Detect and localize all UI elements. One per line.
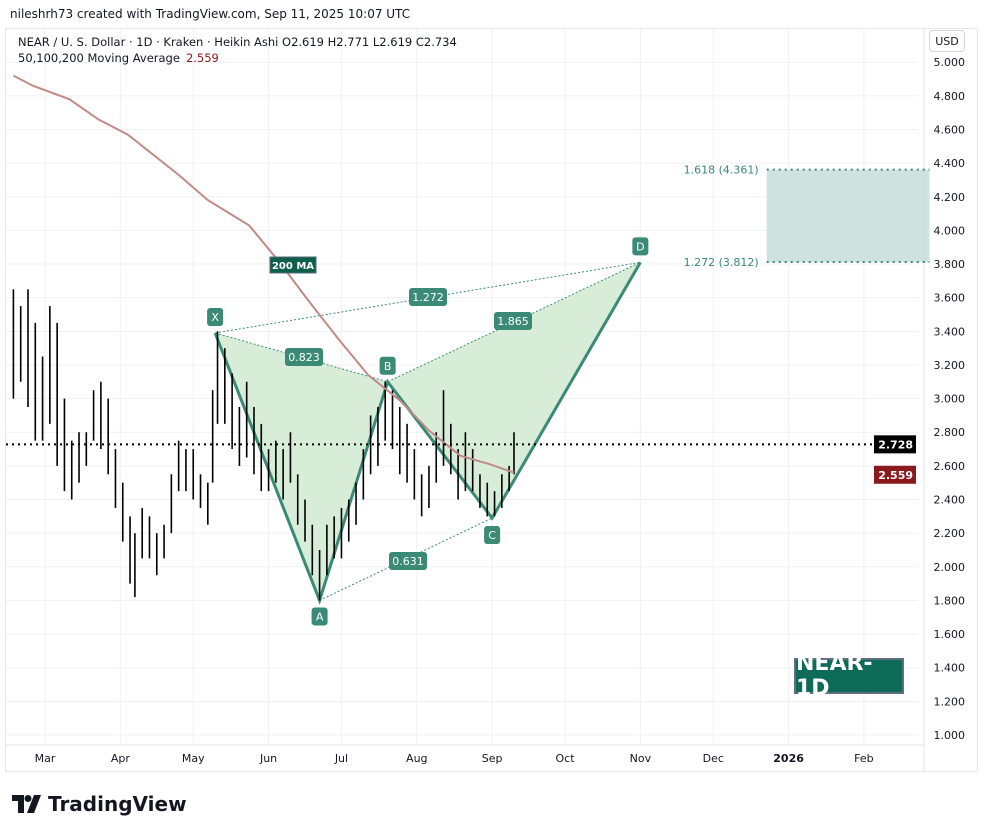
x-tick-label: Aug [406, 752, 427, 765]
x-tick-label: Dec [703, 752, 724, 765]
point-label-box [311, 607, 328, 626]
y-tick-label: 3.600 [934, 292, 966, 305]
ratio-label: 0.823 [288, 351, 320, 364]
y-tick-label: 5.000 [934, 56, 966, 69]
y-tick-label: 1.400 [934, 662, 966, 675]
x-tick-label: Feb [854, 752, 873, 765]
ma-legend[interactable]: 50,100,200 Moving Average 2.559 [18, 51, 219, 65]
point-label-box [484, 526, 501, 545]
chart-credit: nileshrh73 created with TradingView.com,… [10, 7, 411, 21]
ratio-label: 0.631 [392, 555, 424, 568]
x-tick-label: Oct [556, 752, 576, 765]
x-tick-label: Jul [334, 752, 348, 765]
point-label-D: D [636, 240, 644, 253]
y-tick-label: 2.400 [934, 494, 966, 507]
x-tick-label: Nov [630, 752, 652, 765]
point-label-box [207, 308, 224, 327]
x-tick-label: Jun [259, 752, 277, 765]
y-tick-label: 3.000 [934, 393, 966, 406]
y-tick-label: 3.800 [934, 258, 966, 271]
ma-legend-value: 2.559 [185, 51, 219, 65]
y-tick-label: 4.800 [934, 90, 966, 103]
ma-legend-label: 50,100,200 Moving Average [18, 51, 180, 65]
symbol-badge: NEAR-1D [794, 651, 904, 701]
point-label-box [379, 356, 396, 375]
y-tick-label: 3.400 [934, 325, 966, 338]
ratio-label-box [494, 312, 532, 330]
y-tick-label: 2.600 [934, 460, 966, 473]
y-tick-label: 1.600 [934, 628, 966, 641]
pattern-fill-xab [215, 333, 388, 601]
x-tick-label: May [182, 752, 205, 765]
tradingview-logo-text: TradingView [48, 792, 187, 816]
ma-price-badge [874, 465, 916, 484]
ma-annotation: 200 MA [272, 261, 314, 272]
target-zone [766, 169, 930, 263]
ma-annotation-box [269, 256, 317, 274]
tradingview-logo[interactable]: TradingView [12, 792, 187, 816]
last-price-label: 2.728 [878, 438, 913, 451]
y-tick-label: 2.000 [934, 561, 966, 574]
ratio-label-box [285, 348, 323, 366]
y-tick-label: 1.000 [934, 729, 966, 742]
target-level-label: 1.618 (4.361) [684, 164, 759, 177]
target-level-label: 1.272 (3.812) [684, 256, 759, 269]
currency-button[interactable]: USD [929, 30, 965, 52]
pattern-legs [213, 261, 642, 605]
y-tick-label: 2.200 [934, 527, 966, 540]
y-tick-label: 4.400 [934, 157, 966, 170]
y-tick-label: 2.800 [934, 426, 966, 439]
y-tick-label: 1.800 [934, 594, 966, 607]
point-label-C: C [488, 529, 496, 542]
y-tick-label: 4.000 [934, 224, 966, 237]
point-label-A: A [316, 610, 324, 623]
y-tick-label: 1.200 [934, 695, 966, 708]
x-tick-label: Sep [482, 752, 503, 765]
point-label-B: B [384, 360, 392, 373]
ratio-label: 1.865 [497, 315, 529, 328]
symbol-legend[interactable]: NEAR / U. S. Dollar · 1D · Kraken · Heik… [18, 35, 457, 49]
ratio-label-box [409, 288, 447, 306]
ma-price-label: 2.559 [878, 469, 913, 482]
ratio-line-BD [387, 261, 641, 383]
y-tick-label: 3.200 [934, 359, 966, 372]
x-tick-label: 2026 [773, 752, 804, 765]
chart-frame [5, 28, 978, 772]
x-tick-label: Apr [111, 752, 131, 765]
tradingview-logo-icon [12, 795, 41, 813]
point-label-box [632, 237, 649, 256]
last-price-badge [874, 435, 916, 454]
point-label-X: X [211, 311, 219, 324]
ratio-label-box [389, 552, 427, 570]
y-tick-label: 4.600 [934, 123, 966, 136]
ratio-label: 1.272 [412, 291, 444, 304]
y-tick-label: 4.200 [934, 191, 966, 204]
x-tick-label: Mar [35, 752, 56, 765]
